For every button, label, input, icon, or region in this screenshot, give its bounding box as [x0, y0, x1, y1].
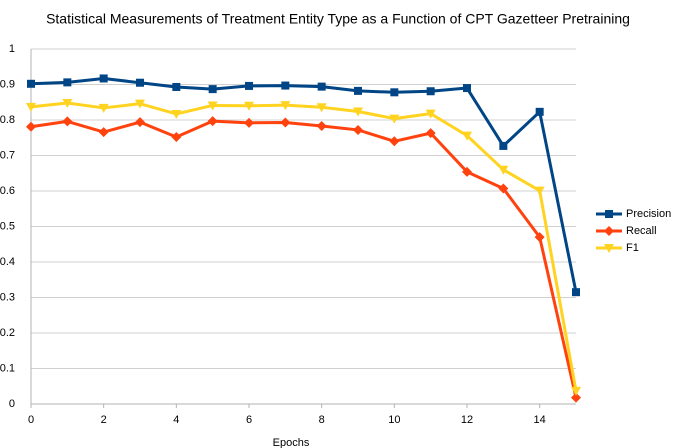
legend-marker [605, 210, 613, 218]
marker [172, 82, 181, 91]
marker [390, 88, 399, 97]
marker [245, 81, 253, 90]
y-tick-label: 0.5 [0, 220, 15, 232]
marker [171, 109, 182, 119]
marker [63, 78, 72, 87]
series-line [30, 101, 578, 392]
marker [498, 165, 509, 175]
y-tick-label: 0.1 [0, 362, 15, 374]
y-tick-label: 1 [9, 43, 15, 55]
legend-marker [604, 244, 614, 253]
y-tick-label: 0.8 [0, 114, 15, 126]
marker [62, 98, 73, 108]
marker [426, 87, 435, 96]
x-tick-label: 6 [246, 414, 252, 426]
y-tick-label: 0.7 [0, 149, 15, 161]
marker [135, 117, 145, 128]
y-tick-label: 0.3 [0, 291, 15, 303]
marker [463, 84, 471, 93]
legend-label: F1 [626, 242, 639, 254]
marker [207, 116, 218, 127]
x-axis-label: Epochs [273, 437, 310, 448]
y-tick-label: 0.2 [0, 327, 15, 339]
marker [571, 386, 581, 396]
y-tick-label: 0.6 [0, 185, 15, 197]
marker [98, 103, 109, 113]
marker [572, 288, 580, 297]
marker [98, 127, 109, 138]
marker [354, 86, 362, 95]
marker [498, 183, 509, 194]
marker [135, 99, 145, 109]
y-tick-label: 0.4 [0, 256, 15, 268]
marker [462, 166, 472, 177]
marker [462, 131, 472, 141]
marker [535, 107, 544, 116]
x-tick-label: 4 [173, 414, 179, 426]
marker [534, 232, 545, 243]
marker [207, 101, 218, 111]
marker [353, 124, 363, 135]
legend-label: Recall [626, 225, 657, 237]
marker [425, 109, 436, 119]
x-tick-label: 8 [319, 414, 325, 426]
marker [244, 101, 254, 111]
marker [26, 121, 36, 132]
x-tick-label: 0 [28, 414, 34, 426]
marker [99, 74, 108, 83]
marker [389, 114, 400, 124]
x-tick-label: 10 [388, 414, 400, 426]
marker [244, 117, 254, 128]
legend-label: Precision [626, 208, 671, 220]
marker [27, 79, 35, 88]
marker [317, 82, 326, 91]
y-tick-label: 0.9 [0, 78, 15, 90]
marker [571, 392, 581, 403]
series-line [30, 119, 578, 398]
marker [499, 141, 508, 150]
marker [280, 117, 291, 128]
marker [26, 102, 36, 112]
series-line [30, 76, 578, 293]
marker [353, 107, 363, 117]
marker [208, 85, 217, 94]
marker [316, 103, 327, 113]
x-tick-label: 14 [534, 414, 546, 426]
chart-title: Statistical Measurements of Treatment En… [46, 11, 630, 27]
marker [62, 116, 73, 127]
marker [534, 186, 545, 196]
legend-marker [604, 226, 614, 236]
marker [280, 101, 291, 111]
marker [136, 78, 144, 87]
marker [316, 121, 327, 132]
marker [389, 136, 400, 147]
marker [281, 81, 290, 90]
x-tick-label: 2 [101, 414, 107, 426]
marker [425, 128, 436, 139]
x-tick-label: 12 [461, 414, 473, 426]
marker [171, 132, 182, 143]
y-tick-label: 0 [9, 398, 15, 410]
